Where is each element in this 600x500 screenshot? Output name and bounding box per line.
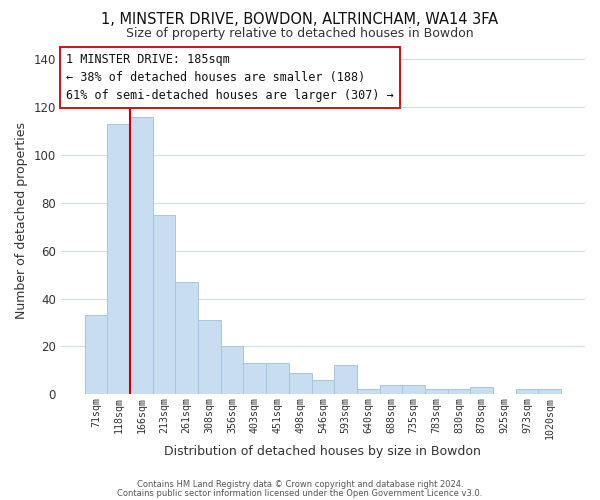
Bar [107,124,130,394]
Text: Contains public sector information licensed under the Open Government Licence v3: Contains public sector information licen… [118,488,482,498]
Text: 1 MINSTER DRIVE: 185sqm
← 38% of detached houses are smaller (188)
61% of semi-d: 1 MINSTER DRIVE: 185sqm ← 38% of detache… [66,52,394,102]
X-axis label: Distribution of detached houses by size in Bowdon: Distribution of detached houses by size … [164,444,481,458]
Bar [538,390,561,394]
Bar [198,320,221,394]
Bar [152,215,175,394]
Bar [448,390,470,394]
Text: 1, MINSTER DRIVE, BOWDON, ALTRINCHAM, WA14 3FA: 1, MINSTER DRIVE, BOWDON, ALTRINCHAM, WA… [101,12,499,28]
Bar [130,117,152,394]
Bar [425,390,448,394]
Bar [470,387,493,394]
Bar [357,390,380,394]
Text: Size of property relative to detached houses in Bowdon: Size of property relative to detached ho… [126,28,474,40]
Bar [266,363,289,394]
Bar [311,380,334,394]
Bar [85,316,107,394]
Bar [516,390,538,394]
Bar [380,384,403,394]
Bar [403,384,425,394]
Bar [244,363,266,394]
Bar [221,346,244,394]
Bar [289,372,311,394]
Text: Contains HM Land Registry data © Crown copyright and database right 2024.: Contains HM Land Registry data © Crown c… [137,480,463,489]
Y-axis label: Number of detached properties: Number of detached properties [15,122,28,320]
Bar [334,366,357,394]
Bar [175,282,198,394]
